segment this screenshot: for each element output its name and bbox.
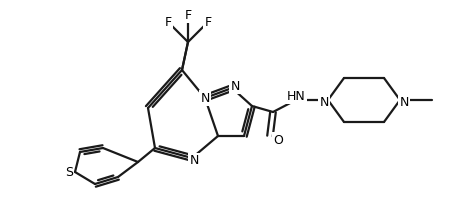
Text: O: O: [273, 133, 282, 147]
Text: F: F: [204, 16, 211, 28]
Text: N: N: [230, 79, 239, 93]
Text: S: S: [65, 166, 73, 180]
Text: N: N: [318, 95, 328, 109]
Text: N: N: [189, 155, 198, 168]
Text: F: F: [184, 8, 191, 22]
Text: HN: HN: [286, 89, 305, 103]
Text: F: F: [164, 16, 171, 28]
Text: N: N: [399, 95, 408, 109]
Text: N: N: [200, 91, 209, 105]
